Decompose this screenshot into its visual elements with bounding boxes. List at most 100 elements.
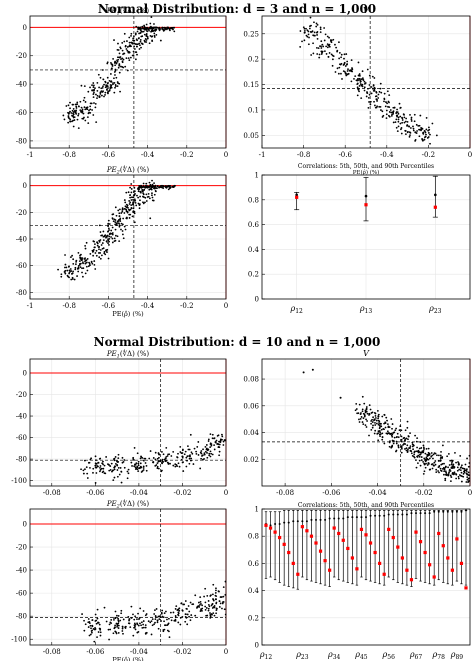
data-point	[338, 66, 341, 69]
data-point	[68, 276, 70, 279]
data-point	[141, 188, 144, 191]
data-point	[368, 414, 370, 416]
data-point	[358, 421, 361, 423]
data-point	[137, 460, 140, 463]
data-point	[383, 100, 385, 103]
x-tick-label: -0.02	[173, 489, 191, 497]
data-point	[197, 454, 200, 456]
median-point	[419, 512, 422, 515]
median-point	[437, 510, 440, 513]
data-point	[450, 463, 453, 466]
data-point	[418, 135, 421, 138]
data-point	[151, 624, 154, 627]
data-point	[140, 624, 142, 627]
error-bar	[314, 510, 318, 583]
data-point	[142, 182, 145, 185]
x-tick-label: -0.06	[86, 648, 104, 656]
data-point	[313, 31, 316, 34]
error-bar	[264, 511, 268, 579]
data-point	[466, 473, 469, 476]
data-point	[130, 617, 133, 619]
data-point	[165, 446, 168, 449]
data-point	[199, 596, 202, 599]
data-point	[86, 472, 89, 475]
data-point	[128, 36, 131, 39]
data-point	[82, 469, 85, 472]
error-bar	[414, 510, 418, 579]
estimate-marker	[414, 530, 418, 534]
data-point	[390, 446, 393, 449]
data-point	[153, 182, 155, 185]
data-point	[130, 191, 133, 194]
data-point	[108, 89, 111, 92]
data-point	[207, 609, 210, 612]
data-point	[367, 96, 370, 99]
data-point	[119, 47, 122, 50]
data-point	[157, 627, 160, 630]
data-point	[422, 133, 425, 135]
data-point	[381, 116, 384, 118]
data-point	[128, 622, 131, 625]
data-point	[150, 633, 153, 636]
data-point	[82, 472, 85, 475]
data-point	[346, 70, 349, 72]
data-point	[107, 257, 110, 260]
data-point	[81, 271, 83, 274]
data-point	[419, 453, 422, 455]
data-point	[319, 31, 322, 34]
category-label: ρ56	[382, 650, 396, 661]
data-point	[383, 92, 386, 95]
data-point	[218, 590, 220, 593]
error-bar	[441, 510, 445, 583]
data-point	[127, 616, 130, 618]
data-point	[109, 73, 112, 75]
data-point	[362, 417, 365, 420]
data-point	[123, 225, 126, 228]
data-point	[123, 212, 126, 214]
data-point	[189, 619, 192, 622]
data-point	[120, 612, 123, 615]
data-point	[73, 116, 76, 119]
data-point	[212, 599, 215, 602]
median-point	[342, 517, 345, 520]
median-point	[328, 517, 331, 520]
data-point	[211, 437, 214, 440]
data-point	[144, 186, 147, 189]
error-bar	[437, 510, 441, 581]
data-point	[394, 429, 397, 432]
y-tick-label: -80	[16, 289, 27, 297]
data-point	[218, 443, 221, 446]
data-point	[154, 621, 156, 624]
y-tick-label: -20	[16, 544, 27, 552]
data-point	[136, 618, 138, 621]
y-tick-label: 1	[255, 506, 259, 514]
data-point	[118, 240, 121, 242]
data-point	[133, 618, 136, 621]
data-point	[422, 472, 425, 475]
data-point	[151, 618, 154, 620]
data-point	[177, 462, 180, 465]
data-point	[134, 615, 137, 618]
data-point	[116, 624, 119, 627]
y-tick-label: 0.6	[248, 560, 260, 568]
data-point	[168, 630, 170, 633]
median-point	[383, 514, 386, 517]
data-point	[205, 444, 208, 446]
data-point	[138, 48, 141, 50]
data-point	[129, 626, 132, 629]
data-point	[356, 412, 359, 415]
data-point	[77, 112, 80, 115]
data-point	[114, 617, 117, 620]
x-tick-label: -1	[27, 151, 34, 159]
data-point	[199, 610, 202, 612]
data-point	[379, 87, 382, 90]
data-point	[162, 453, 165, 456]
data-point	[400, 132, 403, 135]
y-tick-label: 0.2	[248, 56, 259, 64]
data-point	[116, 60, 119, 63]
data-point	[134, 33, 137, 36]
data-point	[418, 459, 421, 462]
data-point	[104, 86, 107, 89]
data-point	[371, 421, 374, 423]
data-point	[111, 470, 113, 473]
